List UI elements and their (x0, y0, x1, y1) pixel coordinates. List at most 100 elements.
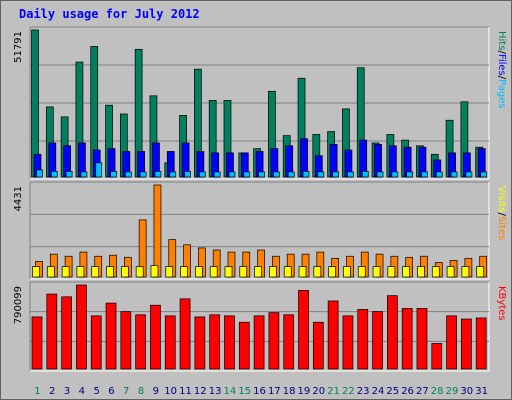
x-tick-label: 25 (386, 386, 399, 397)
kbytes-bar (312, 321, 324, 370)
pages-bar (317, 171, 325, 178)
kbytes-bar (31, 316, 43, 370)
kbytes-bar (238, 321, 250, 370)
pages-bar (50, 170, 58, 178)
x-tick-label: 6 (108, 386, 114, 397)
x-tick-label: 29 (446, 386, 459, 397)
kbytes-bar (327, 300, 339, 370)
pages-bar (361, 170, 369, 178)
visits-bar (476, 266, 485, 278)
visits-bar (195, 266, 203, 278)
visits-bar (343, 266, 351, 278)
kbytes-bar (164, 315, 176, 370)
x-tick-label: 11 (179, 386, 192, 397)
visits-bar (298, 266, 307, 278)
kbytes-bar (268, 312, 280, 370)
kbytes-bar (401, 308, 413, 370)
visits-bar (76, 266, 85, 278)
x-tick-label: 24 (372, 386, 385, 397)
pages-bar (287, 171, 295, 178)
x-tick-label: 19 (298, 386, 311, 397)
x-tick-label: 27 (416, 386, 429, 397)
x-tick-label: 5 (93, 386, 99, 397)
visits-bar (150, 265, 159, 278)
pages-bar (480, 171, 488, 178)
x-tick-label: 7 (123, 386, 129, 397)
legend-separator: / (496, 213, 507, 217)
x-tick-label: 3 (64, 386, 70, 397)
x-tick-label: 12 (194, 386, 207, 397)
pages-bar (184, 170, 191, 178)
kbytes-bar (387, 295, 398, 370)
x-tick-label: 10 (164, 386, 177, 397)
visits-bar (372, 266, 381, 278)
x-tick-label: 16 (253, 386, 266, 397)
pages-bar (376, 171, 384, 178)
x-tick-label: 1 (34, 386, 40, 397)
kbytes-bar (120, 311, 132, 370)
visits-bar (446, 266, 455, 278)
visits-bar (209, 266, 218, 278)
panel-0-y-max-label: 51791 (13, 31, 24, 63)
pages-bar (199, 171, 206, 178)
kbytes-bar (283, 314, 295, 370)
legend-files: Files (496, 54, 507, 76)
visits-bar (254, 266, 262, 278)
x-tick-label: 31 (475, 386, 488, 397)
visits-bar (135, 266, 144, 278)
visits-bar (313, 266, 322, 278)
pages-bar (95, 162, 103, 178)
kbytes-bar (179, 298, 191, 370)
pages-bar (154, 170, 162, 178)
x-tick-label: 20 (312, 386, 325, 397)
pages-bar (65, 170, 73, 178)
pages-bar (435, 171, 443, 178)
pages-bar (332, 171, 339, 178)
legend-visits: Visits (496, 186, 507, 213)
panel-1-side-label: Visits/Sites (496, 186, 507, 240)
pages-bar (406, 171, 414, 178)
kbytes-bar (461, 318, 472, 370)
legend-hits: Hits (496, 31, 507, 50)
kbytes-bar (224, 315, 235, 370)
visits-bar (224, 266, 233, 278)
x-tick-label: 26 (401, 386, 414, 397)
x-tick-label: 28 (431, 386, 444, 397)
x-tick-label: 2 (49, 386, 55, 397)
x-tick-label: 8 (138, 386, 144, 397)
legend-pages: Pages (496, 79, 507, 108)
pages-bar (302, 170, 310, 178)
kbytes-bar (298, 289, 309, 370)
kbytes-bar (253, 315, 265, 370)
pages-bar (421, 171, 428, 178)
visits-bar (32, 266, 40, 278)
pages-bar (258, 171, 265, 178)
x-tick-label: 21 (327, 386, 340, 397)
visits-bar (402, 266, 411, 278)
kbytes-bar (416, 308, 428, 370)
visits-bar (180, 266, 188, 278)
visits-bar (106, 266, 114, 278)
pages-bar (169, 171, 177, 178)
panel-0-side-label: Hits/Files/Pages (496, 31, 507, 109)
visits-bar (61, 266, 70, 278)
pages-bar (80, 171, 88, 178)
legend-kbytes: KBytes (496, 286, 507, 321)
x-tick-label: 4 (79, 386, 85, 397)
kbytes-bar (61, 296, 72, 370)
pages-bar (243, 171, 251, 178)
pages-bar (228, 171, 236, 178)
visits-bar (120, 266, 129, 278)
visits-bar (461, 266, 470, 278)
panel-1-y-max-label: 4431 (13, 186, 24, 211)
visits-bar (387, 266, 396, 278)
pages-bar (450, 171, 458, 178)
sites-bar (153, 184, 162, 278)
legend-separator: / (496, 50, 507, 54)
visits-bar (165, 266, 174, 278)
visits-bar (357, 266, 366, 278)
visits-bar (283, 266, 292, 278)
kbytes-bar (431, 343, 443, 370)
